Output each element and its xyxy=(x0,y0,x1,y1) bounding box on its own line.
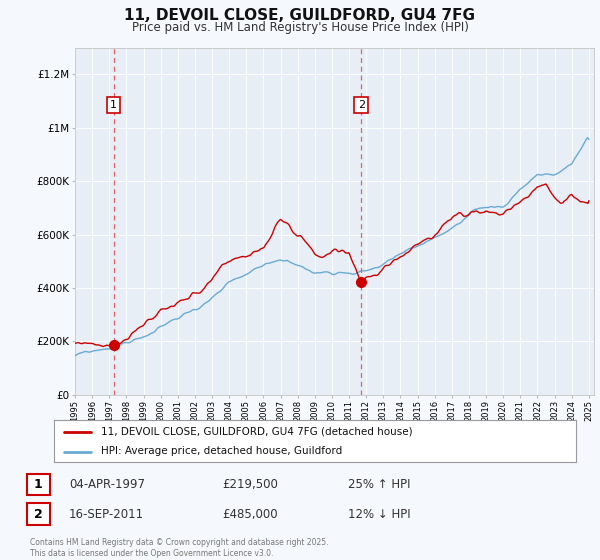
Text: 04-APR-1997: 04-APR-1997 xyxy=(69,478,145,491)
Text: 12% ↓ HPI: 12% ↓ HPI xyxy=(348,507,410,521)
Text: 1: 1 xyxy=(34,478,43,491)
Text: 16-SEP-2011: 16-SEP-2011 xyxy=(69,507,144,521)
Text: £219,500: £219,500 xyxy=(222,478,278,491)
Text: 11, DEVOIL CLOSE, GUILDFORD, GU4 7FG: 11, DEVOIL CLOSE, GUILDFORD, GU4 7FG xyxy=(125,8,476,24)
Text: Price paid vs. HM Land Registry's House Price Index (HPI): Price paid vs. HM Land Registry's House … xyxy=(131,21,469,34)
Text: 25% ↑ HPI: 25% ↑ HPI xyxy=(348,478,410,491)
Text: HPI: Average price, detached house, Guildford: HPI: Average price, detached house, Guil… xyxy=(101,446,342,456)
Text: Contains HM Land Registry data © Crown copyright and database right 2025.
This d: Contains HM Land Registry data © Crown c… xyxy=(30,538,329,558)
Text: £485,000: £485,000 xyxy=(222,507,278,521)
Text: 2: 2 xyxy=(34,507,43,521)
Text: 1: 1 xyxy=(110,100,117,110)
Text: 11, DEVOIL CLOSE, GUILDFORD, GU4 7FG (detached house): 11, DEVOIL CLOSE, GUILDFORD, GU4 7FG (de… xyxy=(101,427,413,437)
Text: 2: 2 xyxy=(358,100,365,110)
